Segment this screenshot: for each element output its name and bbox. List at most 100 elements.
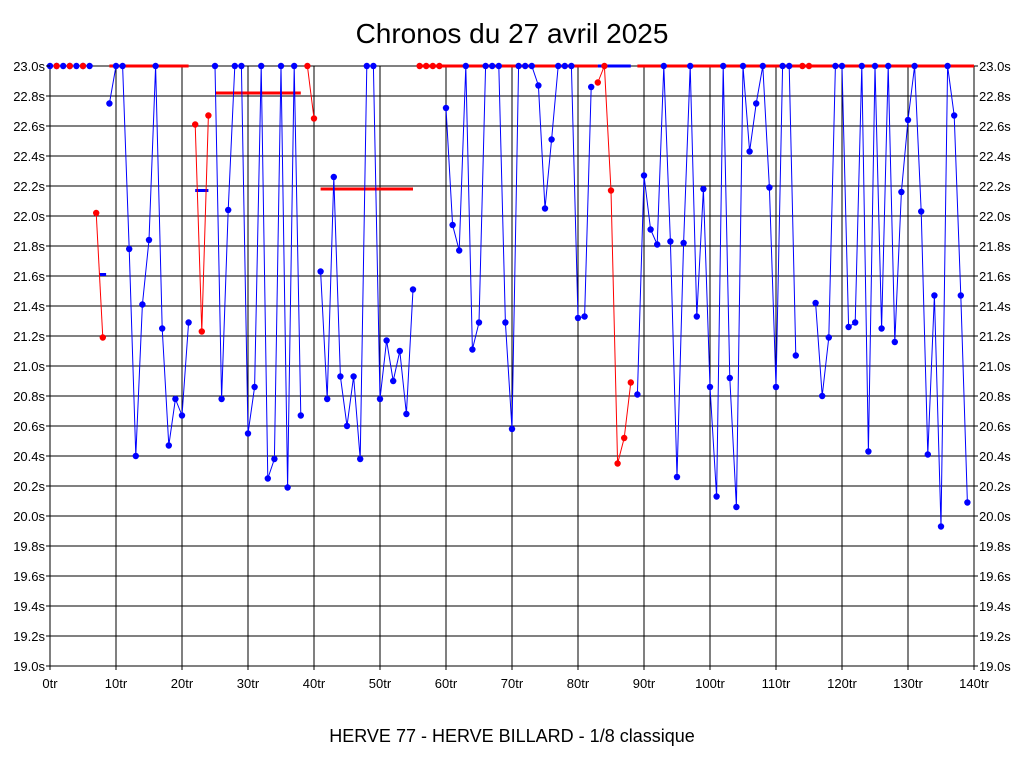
data-point bbox=[535, 82, 542, 89]
data-point bbox=[324, 395, 331, 403]
data-point bbox=[687, 62, 694, 70]
y-tick-label-left: 21.0s bbox=[13, 359, 45, 374]
y-tick-label-left: 19.4s bbox=[13, 599, 45, 614]
data-point bbox=[845, 323, 852, 331]
data-point bbox=[343, 422, 351, 430]
data-point bbox=[192, 121, 199, 128]
data-point bbox=[522, 62, 529, 70]
data-point bbox=[442, 104, 450, 112]
data-point bbox=[126, 245, 133, 253]
data-point bbox=[541, 205, 549, 212]
data-point bbox=[720, 62, 727, 70]
y-tick-label-right: 23.0s bbox=[979, 59, 1011, 74]
y-tick-label-right: 22.0s bbox=[979, 209, 1011, 224]
data-point bbox=[244, 430, 252, 437]
data-point bbox=[264, 475, 271, 482]
y-tick-label-right: 22.8s bbox=[979, 89, 1011, 104]
data-point bbox=[396, 347, 403, 355]
data-point bbox=[317, 268, 324, 275]
data-point bbox=[898, 188, 905, 196]
data-point bbox=[238, 62, 245, 70]
data-point bbox=[475, 319, 483, 326]
y-tick-label-right: 21.6s bbox=[979, 269, 1011, 284]
data-point bbox=[588, 83, 595, 91]
data-point bbox=[673, 473, 681, 481]
y-tick-label-right: 21.2s bbox=[979, 329, 1011, 344]
data-point bbox=[858, 62, 865, 70]
x-tick-label: 0tr bbox=[42, 676, 58, 691]
data-point bbox=[852, 319, 859, 326]
data-point bbox=[436, 62, 443, 70]
data-point bbox=[86, 62, 93, 70]
x-tick-label: 10tr bbox=[105, 676, 128, 691]
data-point bbox=[865, 448, 872, 455]
data-point bbox=[198, 328, 205, 335]
data-point bbox=[383, 337, 390, 344]
data-point bbox=[561, 62, 568, 70]
data-point bbox=[621, 434, 628, 442]
data-point bbox=[376, 395, 384, 403]
data-point bbox=[291, 62, 298, 70]
x-tick-label: 70tr bbox=[501, 676, 524, 691]
data-point bbox=[178, 412, 186, 419]
data-point bbox=[746, 148, 753, 155]
data-point bbox=[482, 62, 489, 70]
data-point bbox=[878, 325, 885, 332]
y-axis-right-ticks: 19.0s 19.2s 19.4s 19.6s 19.8s 20.0s 20.2s 20.4s… bbox=[974, 59, 1011, 674]
data-point bbox=[792, 352, 799, 359]
data-point bbox=[106, 100, 113, 107]
series-points bbox=[46, 62, 971, 530]
data-point bbox=[885, 62, 892, 70]
y-tick-label-left: 22.6s bbox=[13, 119, 45, 134]
series-line bbox=[214, 65, 302, 488]
data-point bbox=[225, 206, 232, 214]
data-point bbox=[594, 79, 601, 86]
data-point bbox=[944, 62, 951, 70]
y-tick-label-left: 20.0s bbox=[13, 509, 45, 524]
data-point bbox=[231, 62, 238, 70]
data-point bbox=[429, 62, 436, 70]
x-tick-label: 80tr bbox=[567, 676, 590, 691]
data-point bbox=[733, 503, 740, 511]
data-point bbox=[640, 172, 648, 179]
data-point bbox=[423, 62, 430, 70]
data-point bbox=[370, 62, 377, 70]
x-tick-label: 60tr bbox=[435, 676, 458, 691]
y-tick-label-right: 19.6s bbox=[979, 569, 1011, 584]
data-point bbox=[310, 115, 318, 122]
data-point bbox=[330, 173, 337, 181]
data-point bbox=[390, 377, 397, 385]
data-point bbox=[654, 241, 661, 248]
data-point bbox=[205, 112, 212, 119]
data-point bbox=[251, 383, 258, 391]
data-point bbox=[462, 62, 469, 70]
y-tick-label-right: 19.0s bbox=[979, 659, 1011, 674]
y-tick-label-right: 20.0s bbox=[979, 509, 1011, 524]
y-tick-label-left: 21.8s bbox=[13, 239, 45, 254]
y-tick-label-left: 20.8s bbox=[13, 389, 45, 404]
data-point bbox=[957, 292, 964, 299]
data-point bbox=[911, 62, 918, 70]
data-point bbox=[647, 226, 654, 233]
data-point bbox=[284, 484, 291, 491]
data-point bbox=[528, 62, 535, 70]
grid bbox=[49, 65, 975, 667]
data-point bbox=[172, 395, 179, 403]
data-point bbox=[825, 334, 832, 341]
data-point bbox=[456, 247, 463, 254]
data-point bbox=[634, 391, 641, 398]
y-tick-label-left: 20.2s bbox=[13, 479, 45, 494]
data-point bbox=[548, 136, 555, 143]
data-point bbox=[165, 442, 172, 449]
data-point bbox=[53, 62, 60, 70]
data-point bbox=[693, 313, 700, 320]
data-point bbox=[297, 412, 304, 419]
data-point bbox=[574, 314, 582, 322]
data-point bbox=[416, 62, 423, 70]
data-point bbox=[871, 62, 879, 70]
data-point bbox=[667, 238, 674, 245]
data-point bbox=[449, 221, 456, 229]
data-point bbox=[964, 499, 971, 506]
chart-caption: HERVE 77 - HERVE BILLARD - 1/8 classique bbox=[329, 726, 695, 746]
data-point bbox=[60, 62, 67, 70]
